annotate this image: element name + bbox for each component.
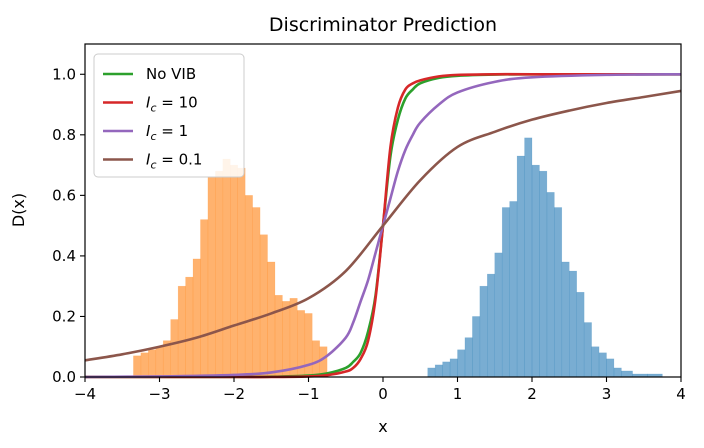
histogram-1-bar-6 [472, 316, 481, 378]
x-tick-label-8: 4 [676, 385, 686, 403]
histogram-0-bar-13 [230, 164, 238, 378]
axis-ticks: −4 −3 −2 −1 0 1 2 3 4 0.0 0.2 0.4 0.6 0.8 1.0 [52, 65, 686, 403]
histogram-0-bar-1 [140, 352, 149, 378]
histogram-1-bar-19 [569, 270, 577, 378]
histogram-0-bar-3 [155, 346, 164, 378]
histogram-0-bar-24 [311, 340, 320, 378]
histogram-0-bar-16 [252, 207, 261, 378]
histogram-1-bar-4 [457, 349, 466, 378]
histogram-0-bar-12 [222, 158, 231, 378]
y-axis-label: D(x) [9, 193, 28, 227]
histogram-1-bar-1 [434, 364, 443, 378]
histogram-1-bar-25 [613, 367, 622, 378]
histogram-1-bar-17 [554, 207, 563, 378]
histogram-1-bar-11 [509, 201, 518, 378]
y-tick-label-4: 0.8 [52, 126, 76, 144]
histogram-0-bar-21 [289, 298, 298, 378]
histogram-0-bar-18 [267, 261, 276, 378]
histogram-1-bar-9 [494, 252, 503, 378]
legend-label-1: Ic = 10 [146, 94, 198, 115]
histogram-1-bar-0 [427, 367, 436, 378]
histogram-0-bar-20 [282, 301, 291, 378]
x-tick-label-0: −4 [74, 385, 96, 403]
histogram-1-bar-21 [583, 322, 592, 378]
legend-box [93, 53, 245, 178]
y-tick-label-2: 0.4 [52, 247, 76, 265]
histogram-0-bar-10 [207, 176, 216, 378]
histogram-0-bar-14 [237, 167, 246, 378]
y-tick-label-5: 1.0 [52, 65, 76, 83]
x-tick-label-3: −1 [297, 385, 319, 403]
histogram-1-bar-24 [606, 358, 615, 378]
histogram-0-bar-0 [133, 355, 142, 378]
legend-label-3: Ic = 0.1 [146, 151, 202, 172]
histogram-0-bar-5 [170, 319, 179, 378]
histogram-0-bar-2 [148, 349, 157, 378]
x-tick-label-2: −2 [223, 385, 245, 403]
histogram-0-bar-11 [215, 170, 224, 378]
histogram-0-bar-17 [259, 234, 268, 378]
histogram-1-bar-18 [561, 261, 570, 378]
y-tick-label-3: 0.6 [52, 186, 76, 204]
histogram-1-bar-8 [487, 273, 495, 378]
histogram-1-bar-7 [479, 285, 488, 378]
histogram-1-bar-15 [539, 170, 548, 378]
histogram-1-bar-10 [501, 207, 510, 378]
histogram-1-bar-26 [621, 370, 633, 378]
series-line-3 [84, 89, 682, 362]
histogram-0-bar-6 [177, 285, 186, 378]
histogram-0-bar-7 [185, 276, 194, 378]
histogram-0-bar-8 [192, 258, 201, 378]
legend-label-2: Ic = 1 [146, 122, 188, 143]
x-tick-label-6: 2 [527, 385, 537, 403]
histogram-0-bar-23 [304, 313, 313, 378]
histogram-1-bar-16 [546, 192, 555, 378]
histogram-0-bar-15 [244, 195, 253, 378]
chart-title: Discriminator Prediction [269, 14, 497, 36]
legend: No VIB Ic = 10 Ic = 1 Ic = 0.1 [93, 53, 245, 178]
x-tick-label-4: 0 [378, 385, 388, 403]
histogram-1-bar-14 [531, 164, 540, 378]
x-axis-label: x [378, 417, 387, 436]
histogram-1-bar-23 [598, 352, 607, 378]
x-tick-label-1: −3 [148, 385, 170, 403]
y-tick-label-1: 0.2 [52, 307, 76, 325]
histogram-0-bar-19 [274, 295, 283, 378]
x-tick-label-5: 1 [453, 385, 463, 403]
legend-label-0: No VIB [146, 65, 196, 83]
histogram-1-bar-3 [449, 358, 458, 378]
histogram-1-bar-5 [464, 337, 473, 378]
histogram-1-bar-22 [591, 346, 600, 378]
histogram-0-bar-9 [200, 219, 209, 378]
histogram-1-bar-12 [516, 155, 525, 378]
histogram-1-bar-20 [576, 291, 585, 378]
histogram-1-bar-13 [524, 137, 533, 378]
y-tick-label-0: 0.0 [52, 368, 76, 386]
histogram-1-bar-2 [442, 361, 451, 378]
x-tick-label-7: 3 [602, 385, 612, 403]
